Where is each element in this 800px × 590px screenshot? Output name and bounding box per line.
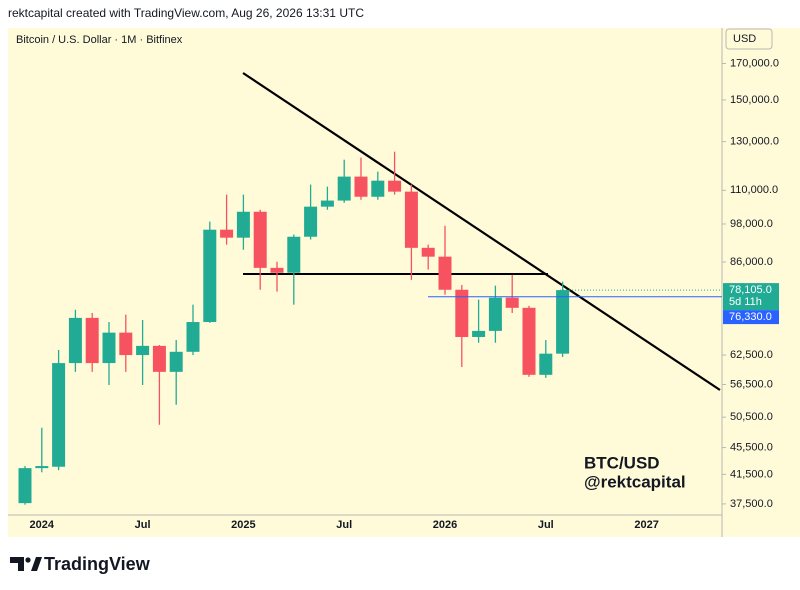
candle-body [236,211,250,238]
candle-body [505,297,519,308]
y-tick-label: 50,500.0 [730,411,773,423]
candle-body [85,317,99,364]
y-tick-label: 37,500.0 [730,498,773,510]
y-tick-label: 130,000.0 [730,136,779,148]
candle-body [220,229,234,238]
candle-body [287,236,301,273]
candle-body [337,176,351,201]
candle-body [119,332,133,356]
candle-body [35,466,49,469]
y-tick-label: 98,000.0 [730,218,773,230]
x-tick-label: 2026 [433,519,457,531]
y-tick-label: 41,500.0 [730,468,773,480]
x-tick-label: 2024 [30,519,55,531]
candle-body [488,297,502,331]
candle-body [320,200,334,207]
logo-icon [25,557,31,563]
candle-body [304,206,318,237]
last-price-box [723,283,779,311]
x-tick-label: 2025 [231,519,255,531]
annotation: BTC/USD [584,453,660,472]
chart-background [8,28,800,537]
candle-body [354,176,368,197]
candle-body [270,267,284,273]
trendline [242,72,721,391]
candle-body [455,289,469,337]
candle-body [522,307,536,375]
candle-body [472,330,486,337]
y-tick-label: 110,000.0 [730,184,778,196]
logo-icon [31,557,42,571]
candle-body [136,345,150,356]
candle-body [438,256,452,290]
candle-body [102,332,116,364]
alert-box [723,310,779,325]
candle-body [556,290,570,354]
y-tick-label: 56,500.0 [730,378,773,390]
candle-body [152,345,166,372]
currency-box[interactable] [725,28,773,50]
candle-body [18,468,32,504]
chart-title: Bitcoin / U.S. Dollar · 1M · Bitfinex [16,34,183,46]
candle-body [68,317,82,364]
logo [10,557,42,571]
countdown: 5d 11h [729,296,762,308]
candle-body [404,191,418,248]
currency: USD [733,33,756,45]
x-tick-label: Jul [538,519,554,531]
y-tick-label: 150,000.0 [730,94,779,106]
header: rektcapital created with TradingView.com… [8,6,364,20]
y-tick-label: 45,500.0 [730,441,773,453]
logo-icon [10,557,24,571]
candle-body [203,229,217,323]
candle-body [52,363,66,467]
annotation: @rektcapital [584,472,686,491]
candle-body [371,180,385,197]
candle-body [186,322,200,352]
y-tick-label: 86,000.0 [730,256,773,268]
candle-body [421,247,435,257]
candle-body [539,353,553,375]
candle-body [388,180,402,192]
brand: TradingView [44,554,151,574]
x-tick-label: Jul [336,519,352,531]
candle-body [253,211,267,268]
alert-label: 76,330.0 [729,311,772,323]
y-tick-label: 62,500.0 [730,349,773,361]
x-tick-label: 2027 [634,519,658,531]
last-price-label: 78,105.0 [729,284,772,296]
x-tick-label: Jul [135,519,151,531]
y-tick-label: 170,000.0 [730,57,779,69]
candle-body [169,351,183,372]
